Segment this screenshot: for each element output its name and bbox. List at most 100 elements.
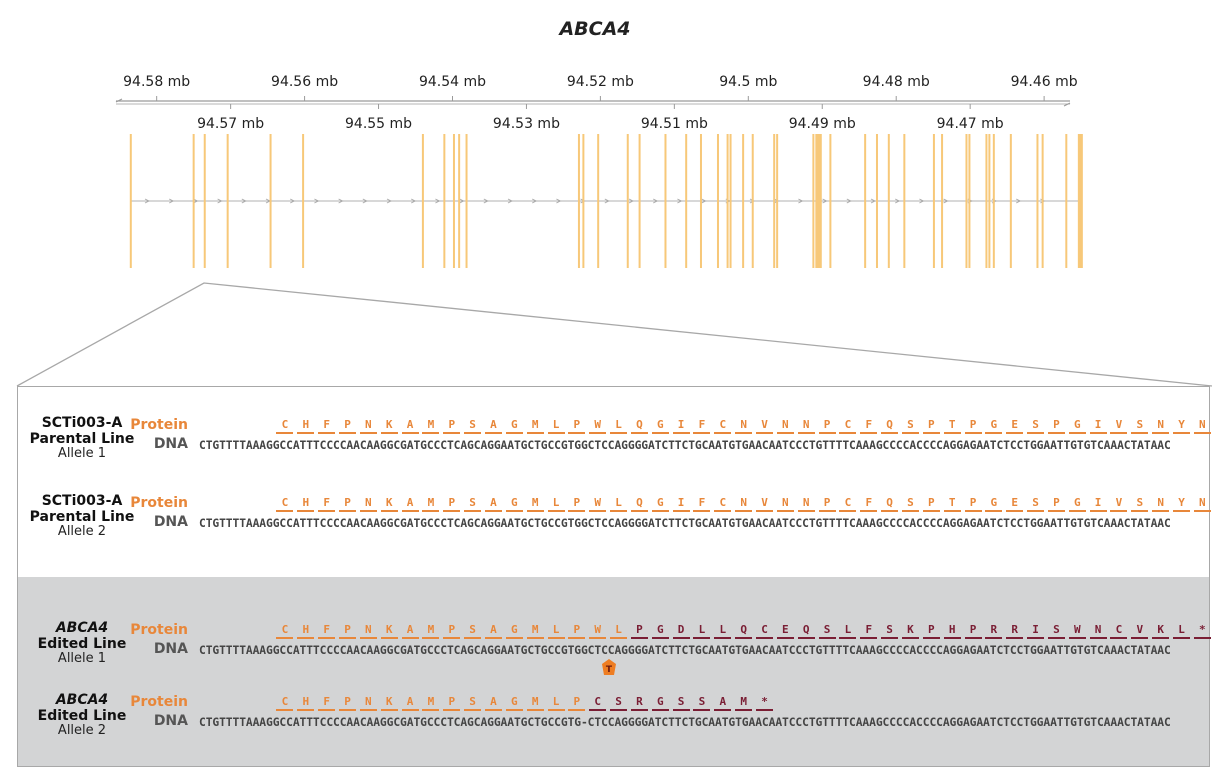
cell-line-name: ABCA4 bbox=[55, 692, 109, 708]
frameshift-amino-acid: R bbox=[1006, 624, 1024, 639]
amino-acid: H bbox=[297, 696, 315, 711]
amino-acid: N bbox=[797, 497, 815, 512]
amino-acid: H bbox=[297, 419, 315, 434]
frameshift-amino-acid: L bbox=[693, 624, 711, 639]
amino-acid: C bbox=[276, 419, 294, 434]
amino-acid: F bbox=[318, 624, 336, 639]
dna-sequence: CTGTTTTAAAGGCCATTTCCCCAACAAGGCGATGCCCTCA… bbox=[199, 644, 1171, 657]
insertion-base: T bbox=[606, 665, 613, 675]
amino-acid: M bbox=[422, 696, 440, 711]
amino-acid: F bbox=[693, 497, 711, 512]
amino-acid: S bbox=[901, 419, 919, 434]
exon bbox=[932, 134, 935, 268]
amino-acid: N bbox=[735, 497, 753, 512]
exon bbox=[577, 134, 580, 268]
amino-acid: P bbox=[568, 419, 586, 434]
strand-arrow-icon bbox=[652, 198, 659, 204]
amino-acid: A bbox=[401, 419, 419, 434]
strand-arrow-icon bbox=[386, 198, 393, 204]
amino-acid: A bbox=[484, 497, 502, 512]
strand-arrow-icon bbox=[314, 198, 320, 204]
amino-acid: H bbox=[297, 497, 315, 512]
amino-acid: C bbox=[276, 696, 294, 711]
frameshift-amino-acid: F bbox=[860, 624, 878, 639]
amino-acid: I bbox=[672, 497, 690, 512]
strand-arrow-icon bbox=[531, 198, 538, 204]
row-label: ABCA4 Edited Line Allele 2 bbox=[18, 692, 146, 739]
amino-acid: L bbox=[547, 696, 565, 711]
exon bbox=[815, 134, 821, 268]
frameshift-amino-acid: I bbox=[1027, 624, 1045, 639]
amino-acid: V bbox=[756, 497, 773, 512]
amino-acid: A bbox=[401, 624, 419, 639]
frameshift-amino-acid: L bbox=[839, 624, 857, 639]
strand-arrow-icon bbox=[1015, 198, 1022, 204]
dna-label: DNA bbox=[153, 641, 188, 657]
amino-acid: A bbox=[401, 696, 419, 711]
exon bbox=[302, 134, 305, 268]
amino-acid: C bbox=[714, 419, 732, 434]
exon bbox=[988, 134, 991, 268]
amino-acid: P bbox=[922, 497, 940, 512]
exon bbox=[812, 134, 815, 268]
frameshift-amino-acid: V bbox=[1131, 624, 1149, 639]
amino-acid: P bbox=[818, 497, 836, 512]
exon bbox=[864, 134, 867, 268]
amino-acid: Y bbox=[1173, 419, 1190, 434]
amino-acid: P bbox=[443, 419, 461, 434]
amino-acid: G bbox=[985, 419, 1003, 434]
amino-acid: G bbox=[1068, 419, 1086, 434]
exon bbox=[465, 134, 468, 268]
amino-acid: L bbox=[547, 419, 565, 434]
frameshift-amino-acid: R bbox=[985, 624, 1003, 639]
exon bbox=[992, 134, 995, 268]
amino-acid: W bbox=[589, 497, 607, 512]
tick-label-upper: 94.48 mb bbox=[863, 74, 930, 90]
protein-label: Protein bbox=[130, 694, 188, 710]
dna-label: DNA bbox=[153, 713, 188, 729]
row-label: SCTi003-A Parental Line Allele 2 bbox=[18, 493, 146, 540]
cell-line-name: SCTi003-A bbox=[41, 415, 123, 431]
amino-acid: G bbox=[651, 497, 669, 512]
amino-acid: N bbox=[359, 624, 377, 639]
exon bbox=[776, 134, 779, 268]
amino-acid: F bbox=[693, 419, 711, 434]
exon bbox=[203, 134, 206, 268]
cell-line-name: ABCA4 bbox=[55, 620, 109, 636]
gene-title: ABCA4 bbox=[559, 18, 631, 40]
protein-label: Protein bbox=[130, 495, 188, 511]
strand-arrow-icon bbox=[435, 198, 441, 204]
amino-acid: N bbox=[797, 419, 815, 434]
amino-acid: N bbox=[1193, 419, 1211, 434]
strand-arrow-icon bbox=[168, 198, 175, 204]
amino-acid: P bbox=[339, 497, 356, 512]
tick-label-lower: 94.55 mb bbox=[345, 116, 412, 132]
frameshift-amino-acid: S bbox=[672, 696, 690, 711]
strand-arrow-icon bbox=[338, 198, 344, 204]
amino-acid: L bbox=[547, 497, 565, 512]
amino-acid: Q bbox=[881, 419, 899, 434]
zoom-callout-lines bbox=[16, 282, 1213, 387]
amino-acid: S bbox=[464, 419, 482, 434]
frameshift-amino-acid: C bbox=[589, 696, 607, 711]
amino-acid: F bbox=[318, 419, 336, 434]
tick-label-lower: 94.47 mb bbox=[937, 116, 1004, 132]
amino-acid: Q bbox=[881, 497, 899, 512]
exon bbox=[1065, 134, 1068, 268]
amino-acid: N bbox=[776, 497, 794, 512]
amino-acid: S bbox=[1027, 419, 1045, 434]
allele-label: Allele 2 bbox=[57, 524, 107, 540]
frameshift-amino-acid: L bbox=[1173, 624, 1190, 639]
amino-acid: C bbox=[839, 497, 857, 512]
exon bbox=[685, 134, 688, 268]
strand-arrow-icon bbox=[507, 198, 514, 204]
amino-acid: M bbox=[422, 497, 440, 512]
exon bbox=[829, 134, 832, 268]
amino-acid: K bbox=[380, 497, 398, 512]
amino-acid: T bbox=[943, 497, 961, 512]
amino-acid: N bbox=[735, 419, 753, 434]
frameshift-amino-acid: P bbox=[922, 624, 940, 639]
amino-acid: Q bbox=[630, 497, 648, 512]
amino-acid: P bbox=[922, 419, 940, 434]
frameshift-amino-acid: E bbox=[776, 624, 794, 639]
